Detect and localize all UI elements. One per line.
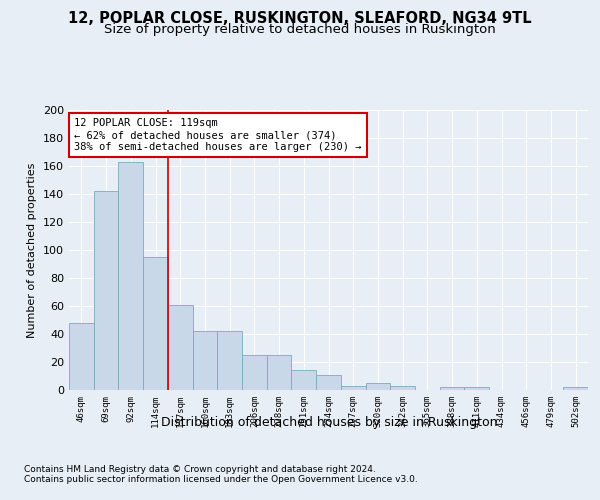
Bar (440, 387, 464, 390)
Bar (118, 162, 143, 390)
Bar (94, 191, 118, 390)
Bar (217, 331, 242, 390)
Bar (168, 304, 193, 390)
Bar (341, 386, 365, 390)
Text: 12 POPLAR CLOSE: 119sqm
← 62% of detached houses are smaller (374)
38% of semi-d: 12 POPLAR CLOSE: 119sqm ← 62% of detache… (74, 118, 362, 152)
Bar (267, 355, 292, 390)
Bar (242, 355, 267, 390)
Bar (143, 257, 168, 390)
Text: Size of property relative to detached houses in Ruskington: Size of property relative to detached ho… (104, 22, 496, 36)
Text: 12, POPLAR CLOSE, RUSKINGTON, SLEAFORD, NG34 9TL: 12, POPLAR CLOSE, RUSKINGTON, SLEAFORD, … (68, 11, 532, 26)
Bar (365, 383, 390, 390)
Bar (390, 386, 415, 390)
Bar (193, 331, 217, 390)
Text: Contains public sector information licensed under the Open Government Licence v3: Contains public sector information licen… (24, 476, 418, 484)
Bar (316, 374, 341, 390)
Text: Distribution of detached houses by size in Ruskington: Distribution of detached houses by size … (161, 416, 497, 429)
Bar (563, 387, 588, 390)
Bar (464, 387, 489, 390)
Bar (69, 323, 94, 390)
Y-axis label: Number of detached properties: Number of detached properties (28, 162, 37, 338)
Text: Contains HM Land Registry data © Crown copyright and database right 2024.: Contains HM Land Registry data © Crown c… (24, 464, 376, 473)
Bar (292, 370, 316, 390)
